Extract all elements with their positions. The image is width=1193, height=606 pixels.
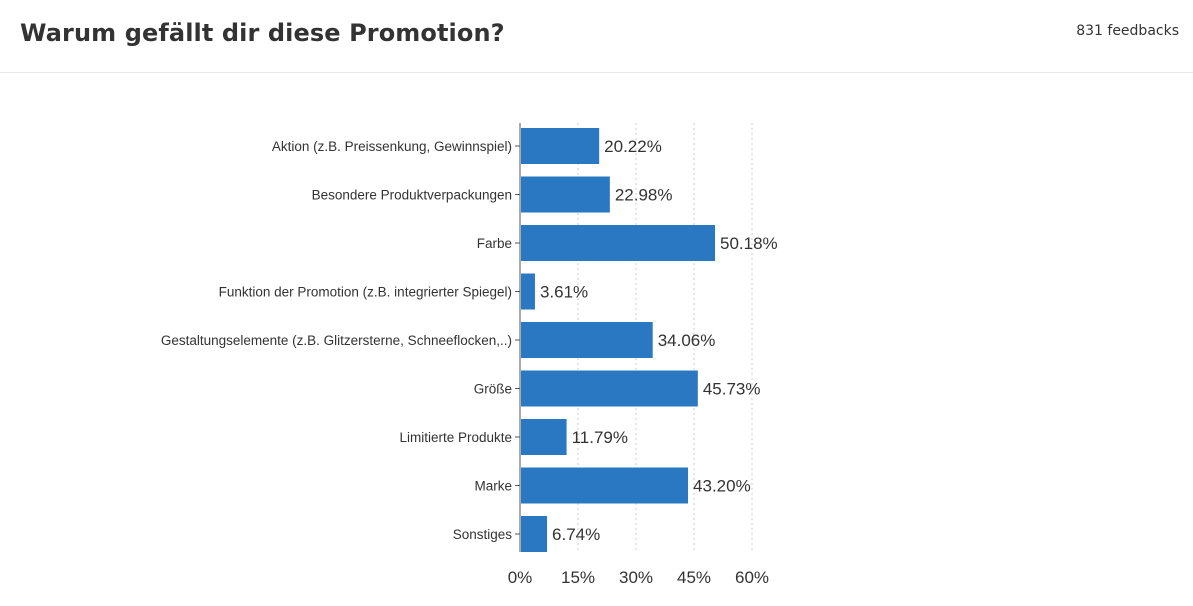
value-label: 22.98%	[615, 186, 673, 205]
bar-chart: Aktion (z.B. Preissenkung, Gewinnspiel) 2…	[161, 123, 778, 587]
bar	[521, 516, 548, 552]
bar	[521, 322, 653, 358]
feedback-count: 831 feedbacks	[1076, 23, 1179, 39]
page-title: Warum gefällt dir diese Promotion?	[20, 19, 505, 47]
category-label: Gestaltungselemente (z.B. Glitzersterne,…	[161, 333, 512, 348]
x-tick-label: 0%	[508, 568, 533, 587]
value-label: 43.20%	[693, 477, 751, 496]
header: Warum gefällt dir diese Promotion? 831 f…	[0, 0, 1193, 73]
x-tick-label: 15%	[561, 568, 595, 587]
value-label: 45.73%	[703, 380, 761, 399]
bar	[521, 419, 567, 455]
x-tick-label: 45%	[677, 568, 711, 587]
category-label: Farbe	[477, 236, 512, 251]
x-tick-label: 30%	[619, 568, 653, 587]
value-label: 34.06%	[658, 331, 716, 350]
bar	[521, 176, 610, 213]
labels: Aktion (z.B. Preissenkung, Gewinnspiel) 2…	[161, 137, 778, 587]
value-label: 20.22%	[604, 137, 662, 156]
category-label: Limitierte Produkte	[399, 430, 512, 445]
x-tick-label: 60%	[735, 568, 769, 587]
value-label: 50.18%	[720, 234, 778, 253]
value-label: 11.79%	[572, 428, 628, 447]
value-label: 6.74%	[552, 525, 600, 544]
category-label: Größe	[474, 382, 512, 397]
category-label: Aktion (z.B. Preissenkung, Gewinnspiel)	[272, 139, 512, 154]
axes	[515, 123, 521, 552]
category-label: Funktion der Promotion (z.B. integrierte…	[219, 285, 512, 300]
category-label: Marke	[474, 479, 512, 494]
bar	[521, 370, 698, 407]
bar	[521, 225, 716, 261]
category-label: Besondere Produktverpackungen	[312, 188, 512, 203]
bar	[521, 273, 535, 310]
category-label: Sonstiges	[453, 527, 513, 542]
value-label: 3.61%	[540, 283, 588, 302]
bar	[521, 467, 689, 504]
bar	[521, 128, 600, 164]
bars	[521, 128, 716, 552]
